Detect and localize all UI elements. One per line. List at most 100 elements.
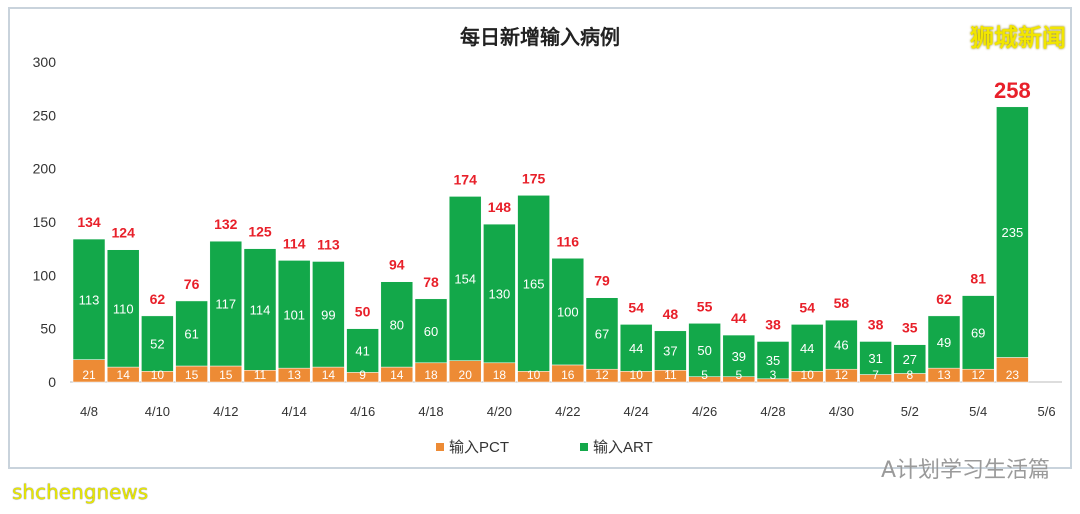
art-data-label: 154 <box>454 272 476 287</box>
pct-data-label: 12 <box>835 368 849 382</box>
art-data-label: 165 <box>523 276 545 291</box>
x-tick-label: 5/4 <box>969 404 987 419</box>
bar-art <box>483 223 516 364</box>
total-data-label: 94 <box>389 257 405 273</box>
legend-swatch <box>580 443 588 451</box>
pct-data-label: 15 <box>185 368 199 382</box>
pct-data-label: 10 <box>801 368 815 382</box>
pct-data-label: 14 <box>390 368 404 382</box>
bar-art <box>893 344 927 374</box>
y-tick-label: 0 <box>48 374 56 390</box>
y-tick-label: 100 <box>33 267 57 283</box>
art-data-label: 39 <box>732 349 746 364</box>
bar-art <box>312 261 345 368</box>
watermark-bottom-left: shchengnews <box>12 480 149 504</box>
total-data-label: 116 <box>557 233 580 249</box>
y-tick-label: 150 <box>33 214 57 230</box>
art-data-label: 44 <box>800 341 814 356</box>
pct-data-label: 11 <box>664 368 677 382</box>
total-data-label: 54 <box>799 299 815 315</box>
x-tick-label: 4/20 <box>487 404 512 419</box>
pct-data-label: 10 <box>151 368 165 382</box>
total-data-label: 48 <box>663 306 679 322</box>
bar-art <box>175 300 208 367</box>
art-data-label: 52 <box>150 337 164 352</box>
bar-art <box>448 196 482 361</box>
art-data-label: 67 <box>595 326 609 341</box>
art-data-label: 117 <box>215 297 236 312</box>
watermark-bottom-right: A计划学习生活篇 <box>880 458 1050 483</box>
x-tick-label: 5/6 <box>1038 404 1056 419</box>
art-data-label: 130 <box>489 286 511 301</box>
total-data-label: 175 <box>522 170 546 186</box>
y-tick-label: 50 <box>40 321 56 337</box>
bar-art <box>722 334 756 377</box>
art-data-label: 46 <box>834 338 848 353</box>
pct-data-label: 18 <box>424 368 438 382</box>
x-tick-label: 4/26 <box>692 404 717 419</box>
legend-label: 输入ART <box>593 439 653 456</box>
x-tick-label: 4/18 <box>418 404 443 419</box>
bar-art <box>790 324 824 372</box>
art-data-label: 114 <box>250 302 271 317</box>
pct-data-label: 13 <box>937 368 951 382</box>
legend-swatch <box>436 443 444 451</box>
total-data-label: 132 <box>214 216 238 232</box>
total-data-label: 78 <box>423 274 439 290</box>
x-tick-label: 4/10 <box>145 404 170 419</box>
art-data-label: 44 <box>629 341 643 356</box>
pct-data-label: 12 <box>595 368 609 382</box>
bar-art <box>380 281 414 368</box>
pct-data-label: 7 <box>872 368 879 382</box>
pct-data-label: 8 <box>906 368 913 382</box>
pct-data-label: 21 <box>82 368 96 382</box>
bar-art <box>209 240 243 367</box>
pct-data-label: 15 <box>219 368 233 382</box>
total-data-label: 44 <box>731 310 747 326</box>
y-tick-label: 200 <box>33 161 57 177</box>
total-data-label: 50 <box>355 304 371 320</box>
bar-pct <box>996 357 1029 383</box>
pct-data-label: 14 <box>117 368 131 382</box>
total-data-label: 62 <box>150 291 166 307</box>
art-data-label: 50 <box>697 343 711 358</box>
art-data-label: 61 <box>184 326 198 341</box>
x-tick-label: 4/16 <box>350 404 375 419</box>
x-tick-label: 4/28 <box>760 404 785 419</box>
legend-label: 输入PCT <box>449 439 509 456</box>
total-data-label: 124 <box>112 225 136 241</box>
art-data-label: 35 <box>766 353 780 368</box>
total-data-label: 148 <box>488 199 512 215</box>
x-tick-label: 4/30 <box>829 404 854 419</box>
bar-art <box>585 297 619 370</box>
art-data-label: 110 <box>113 301 134 316</box>
bar-art <box>141 315 174 372</box>
pct-data-label: 13 <box>288 368 302 382</box>
pct-data-label: 11 <box>254 368 267 382</box>
art-data-label: 100 <box>557 305 579 320</box>
bar-art <box>517 195 550 372</box>
pct-data-label: 12 <box>972 368 986 382</box>
pct-data-label: 3 <box>770 368 777 382</box>
x-tick-label: 5/2 <box>901 404 919 419</box>
pct-data-label: 5 <box>735 368 742 382</box>
total-data-label: 174 <box>454 171 478 187</box>
bar-art <box>243 248 277 371</box>
chart-title: 每日新增输入病例 <box>460 25 620 49</box>
art-data-label: 99 <box>321 307 335 322</box>
bar-art <box>277 260 311 369</box>
bar-art <box>414 298 448 364</box>
pct-data-label: 23 <box>1006 368 1020 382</box>
pct-data-label: 10 <box>630 368 644 382</box>
total-data-label: 134 <box>77 214 101 230</box>
y-tick-label: 250 <box>33 107 57 123</box>
pct-data-label: 9 <box>359 368 366 382</box>
x-tick-label: 4/24 <box>624 404 649 419</box>
art-data-label: 41 <box>355 344 369 359</box>
bar-art <box>756 341 790 380</box>
bar-art <box>927 315 961 369</box>
bar-art <box>551 258 585 366</box>
bar-art <box>688 323 721 377</box>
bar-art <box>346 328 379 373</box>
bar-art <box>619 324 653 372</box>
